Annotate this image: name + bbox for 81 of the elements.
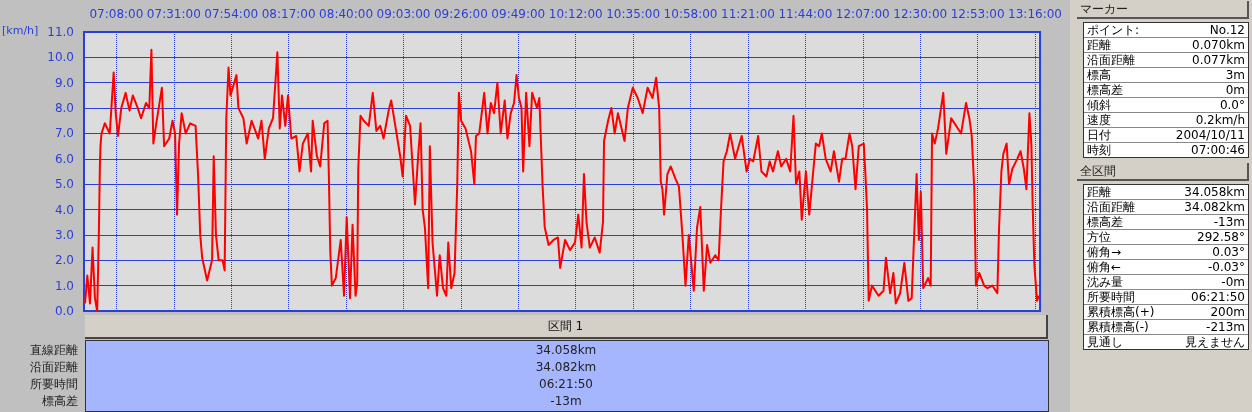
text: ポイント: bbox=[1087, 23, 1140, 37]
y-tick-label: 5.0 bbox=[54, 177, 74, 192]
y-tick-label: 9.0 bbox=[54, 75, 74, 90]
text: -0m bbox=[1221, 275, 1245, 289]
text: 沿面距離 bbox=[30, 359, 78, 376]
text: マーカー bbox=[1077, 1, 1249, 19]
x-tick-label: 08:17:00 bbox=[261, 7, 316, 21]
y-tick-label: 0.0 bbox=[54, 304, 74, 318]
x-tick-label: 10:35:00 bbox=[606, 7, 661, 21]
text: 標高差 bbox=[42, 393, 78, 410]
text: 見通し bbox=[1087, 335, 1123, 349]
y-tick-label: 2.0 bbox=[54, 253, 74, 268]
y-tick-label: 6.0 bbox=[54, 151, 74, 166]
text: 日付 bbox=[1087, 128, 1111, 142]
x-tick-label: 10:58:00 bbox=[663, 7, 718, 21]
text: 見えません bbox=[1185, 335, 1245, 349]
y-tick-label: 1.0 bbox=[54, 278, 74, 293]
text: 0.0° bbox=[1219, 98, 1245, 112]
text: 所要時間 bbox=[1087, 290, 1135, 304]
text: 標高差 bbox=[1087, 83, 1123, 97]
x-tick-label: 07:08:00 bbox=[89, 7, 144, 21]
x-tick-label: 09:03:00 bbox=[376, 7, 431, 21]
x-tick-label: 11:44:00 bbox=[778, 7, 833, 21]
text: 3m bbox=[1225, 68, 1245, 82]
x-tick-label: 12:30:00 bbox=[893, 7, 948, 21]
text: 0m bbox=[1225, 83, 1245, 97]
x-tick-label: 12:53:00 bbox=[950, 7, 1005, 21]
text: 沿面距離 bbox=[1087, 200, 1135, 214]
text: 0.077km bbox=[1192, 53, 1245, 67]
text: 俯角→ bbox=[1087, 245, 1122, 259]
x-tick-label: 07:31:00 bbox=[146, 7, 201, 21]
text: -0.03° bbox=[1207, 260, 1245, 274]
x-tick-label: 08:40:00 bbox=[319, 7, 374, 21]
text: 標高差 bbox=[1087, 215, 1123, 229]
text: 全区間 bbox=[1077, 163, 1249, 181]
text: 区間 1 bbox=[85, 315, 1048, 339]
text: 時刻 bbox=[1087, 143, 1111, 157]
text: 07:00:46 bbox=[1191, 143, 1245, 157]
y-tick-label: 3.0 bbox=[54, 227, 74, 242]
y-tick-label: 10.0 bbox=[47, 50, 74, 65]
text: -13m bbox=[1213, 215, 1245, 229]
text: 沿面距離 bbox=[1087, 53, 1135, 67]
text: 0.03° bbox=[1212, 245, 1245, 259]
text: 34.082km bbox=[534, 359, 598, 376]
text: 292.58° bbox=[1197, 230, 1245, 244]
y-tick-label: 11.0 bbox=[47, 25, 74, 39]
x-tick-label: 09:26:00 bbox=[433, 7, 488, 21]
text: 傾斜 bbox=[1087, 98, 1111, 112]
text: No.12 bbox=[1209, 23, 1245, 37]
text: 0.070km bbox=[1192, 38, 1245, 52]
text: 200m bbox=[1210, 305, 1245, 319]
x-tick-label: 10:12:00 bbox=[548, 7, 603, 21]
x-tick-label: 07:54:00 bbox=[204, 7, 259, 21]
text: 距離 bbox=[1087, 38, 1111, 52]
x-tick-label: 13:16:00 bbox=[1008, 7, 1063, 21]
y-axis-title: [km/h] bbox=[2, 24, 39, 37]
text: 沈み量 bbox=[1087, 275, 1123, 289]
x-tick-label: 11:21:00 bbox=[721, 7, 775, 21]
text: 所要時間 bbox=[30, 376, 78, 393]
text: 累積標高(+) bbox=[1087, 305, 1155, 319]
text: 標高 bbox=[1087, 68, 1111, 82]
text: 06:21:50 bbox=[538, 376, 594, 393]
text: -213m bbox=[1206, 320, 1245, 334]
text: 方位 bbox=[1087, 230, 1111, 244]
text: -13m bbox=[549, 393, 583, 410]
text: 直線距離 bbox=[30, 342, 78, 359]
text: 2004/10/11 bbox=[1175, 128, 1245, 142]
text: 06:21:50 bbox=[1191, 290, 1245, 304]
y-tick-label: 8.0 bbox=[54, 101, 74, 116]
text: 0.2km/h bbox=[1195, 113, 1245, 127]
x-tick-label: 09:49:00 bbox=[491, 7, 546, 21]
x-tick-label: 12:07:00 bbox=[835, 7, 890, 21]
y-tick-label: 4.0 bbox=[54, 202, 74, 217]
text: 34.058km bbox=[1184, 185, 1245, 199]
text: 34.058km bbox=[534, 342, 598, 359]
text: 距離 bbox=[1087, 185, 1111, 199]
text: 速度 bbox=[1087, 113, 1111, 127]
y-tick-label: 7.0 bbox=[54, 126, 74, 141]
text: 累積標高(-) bbox=[1087, 320, 1149, 334]
text: 34.082km bbox=[1184, 200, 1245, 214]
text: 俯角← bbox=[1087, 260, 1122, 274]
